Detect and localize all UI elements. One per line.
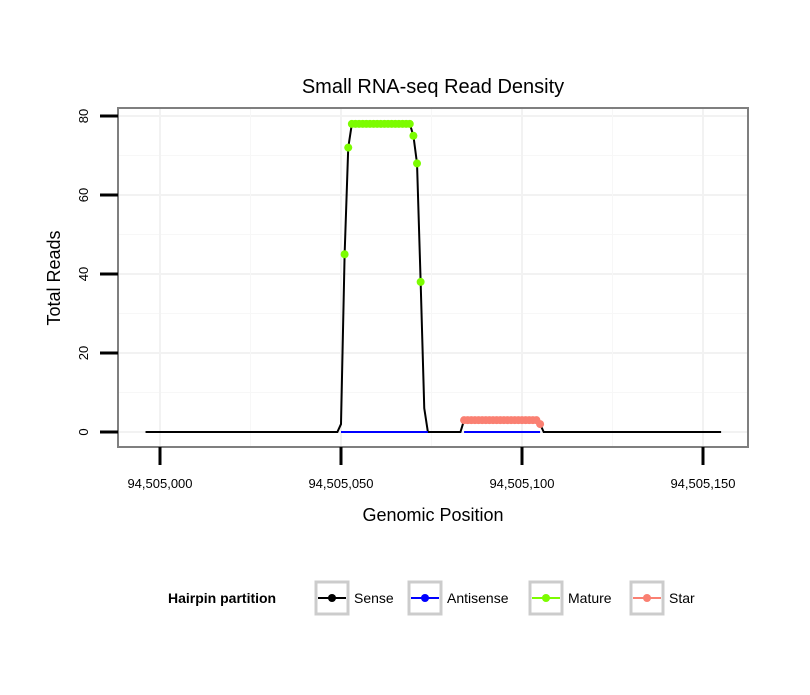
y-tick-label: 20 <box>76 346 91 360</box>
legend-title: Hairpin partition <box>168 590 276 606</box>
legend-label-sense: Sense <box>354 590 394 606</box>
series-star-point <box>536 420 545 429</box>
plot-panel <box>118 108 748 447</box>
x-tick-label: 94,505,100 <box>489 476 554 491</box>
series-mature-point <box>340 250 349 259</box>
legend-point-star <box>643 594 651 602</box>
legend-point-sense <box>328 594 336 602</box>
series-mature-point <box>405 119 414 128</box>
y-axis-label: Total Reads <box>44 230 64 325</box>
legend-point-antisense <box>421 594 429 602</box>
chart-title: Small RNA-seq Read Density <box>302 76 564 98</box>
x-axis-label: Genomic Position <box>362 505 503 525</box>
series-mature-point <box>344 143 353 152</box>
y-tick-label: 40 <box>76 267 91 281</box>
legend-label-mature: Mature <box>568 590 612 606</box>
legend-point-mature <box>542 594 550 602</box>
legend-label-star: Star <box>669 590 695 606</box>
x-tick-label: 94,505,000 <box>127 476 192 491</box>
legend-label-antisense: Antisense <box>447 590 509 606</box>
legend: Hairpin partition Sense Antisense Mature St… <box>168 580 695 616</box>
plot-border <box>117 107 749 448</box>
x-tick-label: 94,505,150 <box>670 476 735 491</box>
series-mature-point <box>416 277 425 286</box>
y-tick-label: 60 <box>76 188 91 202</box>
y-tick-label: 80 <box>76 109 91 123</box>
y-tick-label: 0 <box>76 428 91 435</box>
x-tick-label: 94,505,050 <box>308 476 373 491</box>
series-mature-point <box>413 159 422 168</box>
series-mature-point <box>409 131 418 140</box>
